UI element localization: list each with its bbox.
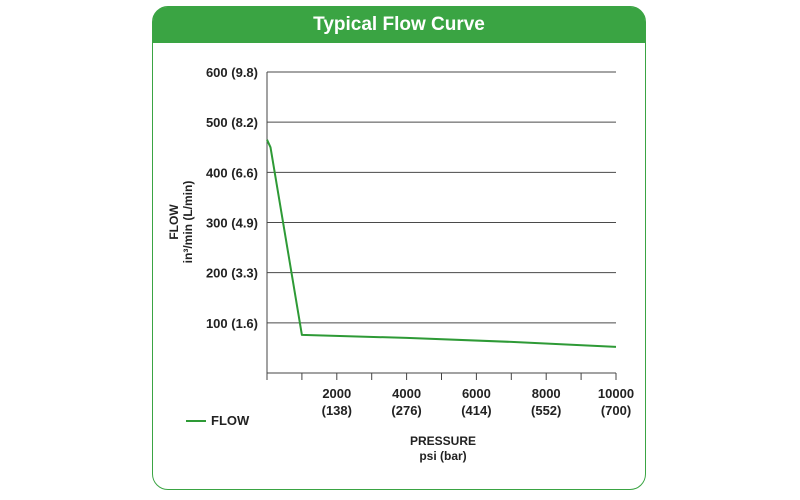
y-tick-label: 200 (3.3) [206, 266, 258, 281]
x-axis-units: psi (bar) [419, 449, 466, 463]
y-tick-label: 600 (9.8) [206, 65, 258, 80]
series-layer [266, 139, 617, 348]
y-axis-title: FLOW in³/min (L/min) [167, 181, 195, 264]
x-axis-ticks: 2000 (138) 4000 (276) 6000 (414) 8000 (552) 1000… [266, 373, 634, 418]
chart-title: Typical Flow Curve [153, 7, 645, 43]
x-axis-label: PRESSURE [410, 434, 476, 448]
x-tick-label: 2000 [322, 386, 351, 401]
x-tick-sublabel: (276) [391, 403, 421, 418]
y-tick-label: 300 (4.9) [206, 216, 258, 231]
x-tick-label: 10000 [598, 386, 634, 401]
y-axis-label: FLOW [167, 204, 181, 240]
y-tick-label: 100 (1.6) [206, 316, 258, 331]
x-tick-sublabel: (700) [601, 403, 631, 418]
x-tick-label: 4000 [392, 386, 421, 401]
legend: FLOW [186, 413, 250, 428]
grid-lines [267, 71, 616, 324]
x-tick-label: 6000 [462, 386, 491, 401]
y-axis-ticks: 100 (1.6) 200 (3.3) 300 (4.9) 400 (6.6) 500 … [206, 65, 258, 331]
chart-panel: Typical Flow Curve [152, 6, 646, 490]
x-tick-sublabel: (138) [322, 403, 352, 418]
x-tick-label: 8000 [532, 386, 561, 401]
y-axis-units: in³/min (L/min) [181, 181, 195, 264]
x-tick-sublabel: (552) [531, 403, 561, 418]
legend-label: FLOW [211, 413, 250, 428]
x-tick-sublabel: (414) [461, 403, 491, 418]
series-line-0 [266, 139, 617, 348]
y-tick-label: 500 (8.2) [206, 115, 258, 130]
y-tick-label: 400 (6.6) [206, 165, 258, 180]
